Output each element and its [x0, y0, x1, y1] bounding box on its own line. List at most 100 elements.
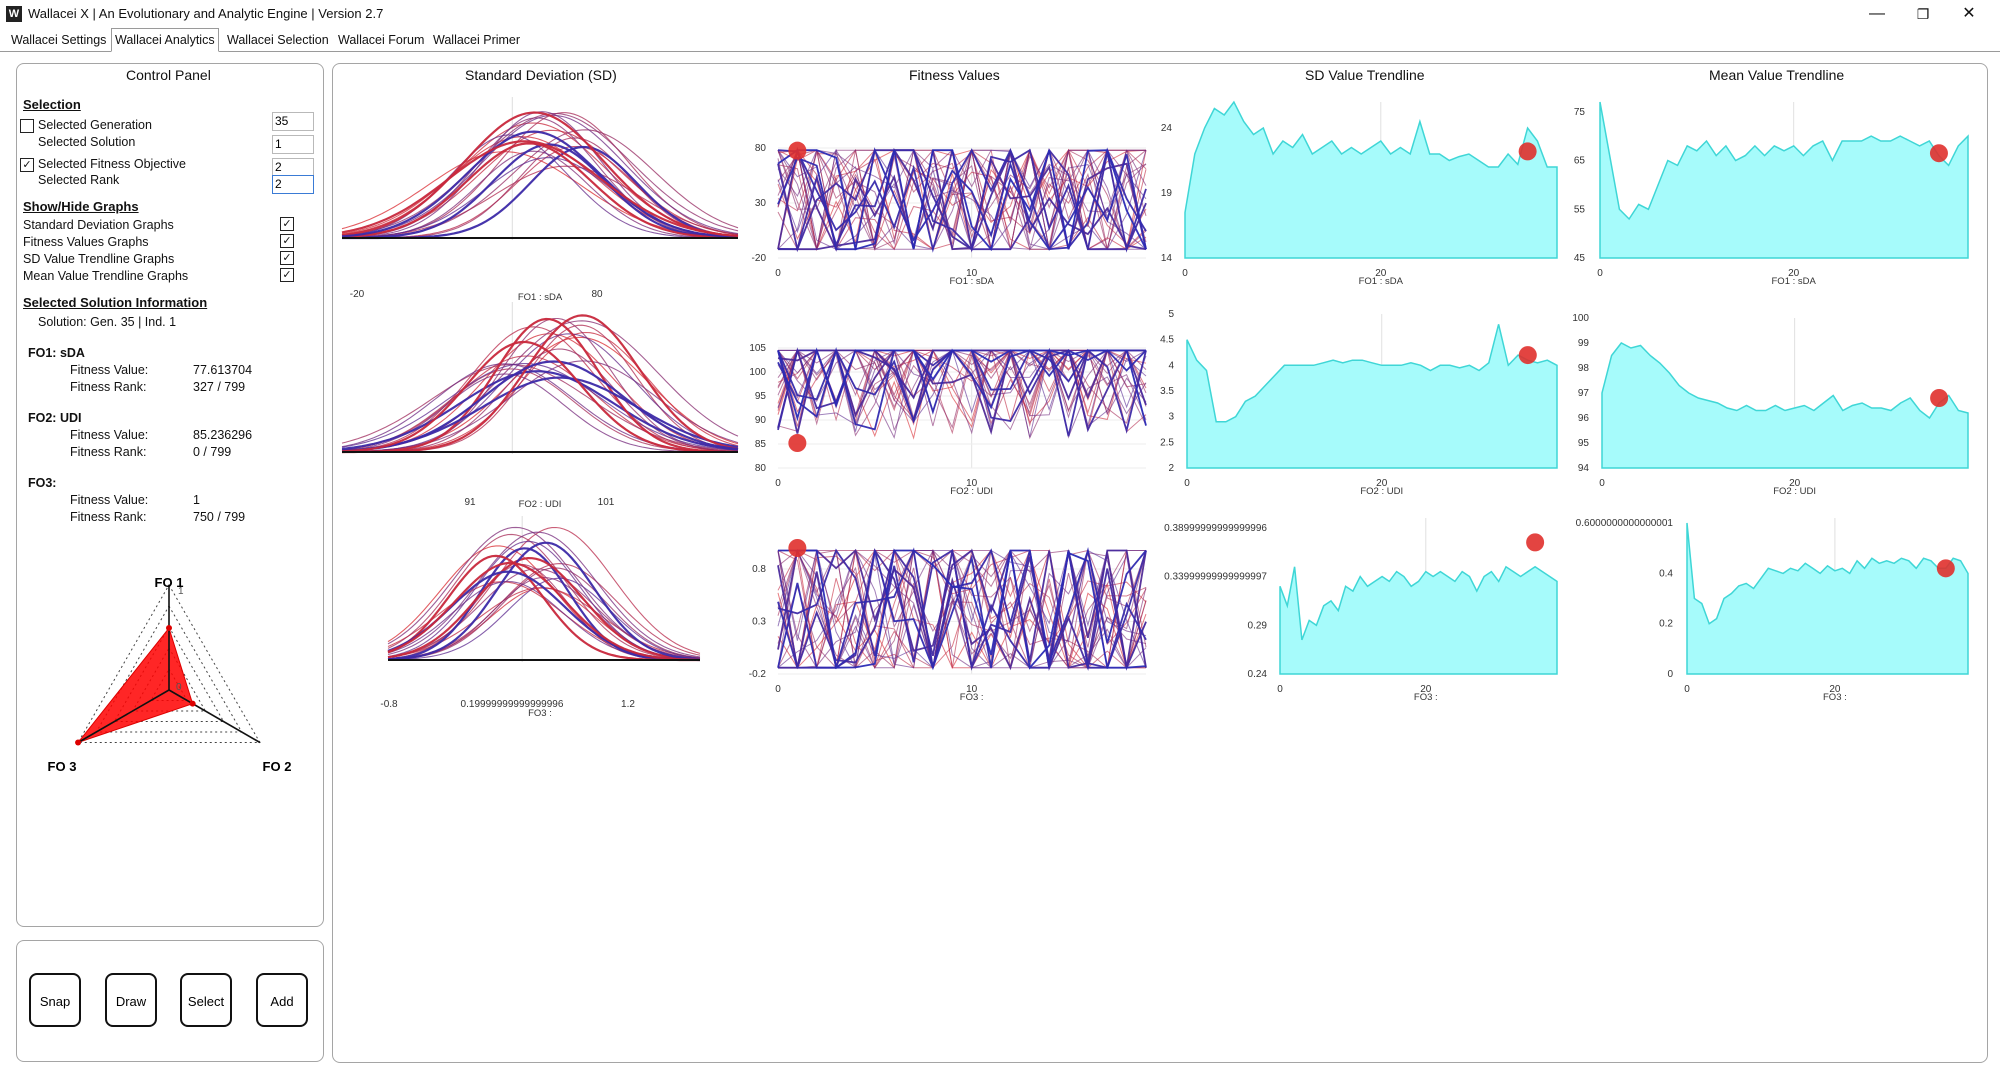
- fitness-line: [777, 148, 1147, 251]
- radar-label-fo1: FO 1: [155, 575, 184, 590]
- sd-curve: [387, 561, 700, 661]
- toggle-sd-graphs-checkbox[interactable]: ✓: [280, 217, 294, 231]
- control-panel: [16, 63, 324, 927]
- selected-solution-marker: [788, 539, 807, 557]
- trend-axis-label: FO1 : sDA: [1772, 276, 1817, 287]
- trend-y-tick: 2.5: [1160, 437, 1174, 448]
- fitness-line: [777, 550, 1146, 670]
- trend-x-tick: 20: [1375, 268, 1387, 279]
- sd-curve: [387, 526, 701, 658]
- sd-curves-row-3: [387, 516, 701, 662]
- trend-y-tick: 4: [1168, 360, 1174, 371]
- trend-area: [1186, 324, 1558, 469]
- fitness-x-tick: 10: [966, 268, 978, 279]
- control-panel-title: Control Panel: [126, 67, 211, 83]
- fitness-y-tick: 0.3: [752, 617, 766, 628]
- tab-wallacei-forum[interactable]: Wallacei Forum: [338, 33, 425, 47]
- radar-chart: FO 1 FO 2 FO 3 1 0: [48, 575, 292, 774]
- sd-curve: [342, 314, 739, 454]
- trend-axis-label: FO1 : sDA: [1359, 276, 1404, 287]
- toggle-mean-trendline-checkbox[interactable]: ✓: [280, 268, 294, 282]
- tab-wallacei-analytics[interactable]: Wallacei Analytics: [111, 28, 219, 52]
- tab-wallacei-selection[interactable]: Wallacei Selection: [227, 33, 329, 47]
- fo3-name: FO3:: [28, 476, 57, 490]
- radar-axis: [77, 689, 170, 744]
- fitness-line: [777, 548, 1147, 669]
- fitness-line: [777, 550, 1147, 670]
- fitness-y-tick: -0.2: [749, 669, 767, 680]
- fo3-fitness-rank-label: Fitness Rank:: [70, 510, 147, 524]
- fo1-name: FO1: sDA: [28, 346, 85, 360]
- trend-y-tick: 98: [1578, 363, 1590, 374]
- toggle-mean-trendline-label: Mean Value Trendline Graphs: [23, 269, 189, 283]
- minimize-button[interactable]: —: [1869, 5, 1885, 22]
- fitness-y-tick: 30: [755, 198, 767, 209]
- add-button[interactable]: Add: [256, 973, 308, 1027]
- fitness-line: [777, 549, 1147, 669]
- tab-wallacei-settings[interactable]: Wallacei Settings: [11, 33, 107, 47]
- sd-curve: [341, 111, 739, 238]
- fitness-line: [777, 149, 1147, 252]
- fo3-fitness-value-label: Fitness Value:: [70, 493, 149, 507]
- trend-x-tick: 0: [1182, 268, 1188, 279]
- selected-generation-input[interactable]: [272, 112, 314, 131]
- tab-wallacei-primer[interactable]: Wallacei Primer: [433, 33, 521, 47]
- trend-x-tick: 0: [1599, 478, 1605, 489]
- trend-y-tick: 0.4: [1659, 568, 1673, 579]
- fo2-name: FO2: UDI: [28, 411, 82, 425]
- fitness-y-tick: 0.8: [752, 564, 766, 575]
- fitness-y-tick: 100: [749, 367, 766, 378]
- sd-axis-label: FO3 :: [528, 708, 552, 719]
- sd-tick-label: -20: [350, 289, 365, 300]
- trend-x-tick: 20: [1788, 268, 1800, 279]
- trendline-chart: 0.38999999999999996 0.33999999999999997 0.…: [1164, 518, 1558, 703]
- selected-solution-label: Selected Solution: [38, 135, 136, 149]
- app-logo-icon: W: [6, 6, 22, 22]
- selected-fitness-objective-checkbox[interactable]: ✓: [20, 158, 34, 172]
- fitness-line: [778, 147, 1147, 253]
- selected-rank-input[interactable]: [272, 175, 314, 194]
- fitness-line: [777, 149, 1146, 250]
- sd-axis-label: FO2 : UDI: [519, 499, 562, 510]
- trend-x-tick: 20: [1420, 684, 1432, 695]
- snap-button[interactable]: Snap: [29, 973, 81, 1027]
- restore-button[interactable]: ❐: [1916, 6, 1930, 22]
- selected-solution-input[interactable]: [272, 135, 314, 154]
- trend-y-tick: 65: [1574, 156, 1586, 167]
- trend-axis-label: FO3 :: [1414, 692, 1438, 703]
- sd-curve: [387, 547, 701, 662]
- selected-solution-marker: [788, 434, 807, 453]
- fitness-line: [777, 347, 1147, 431]
- selected-solution-marker: [1518, 142, 1537, 161]
- sd-tick-label: 101: [598, 497, 615, 508]
- fo1-fitness-value: 77.613704: [193, 363, 253, 377]
- sd-curve: [341, 112, 739, 236]
- fo2-fitness-rank-label: Fitness Rank:: [70, 445, 147, 459]
- fo2-fitness-value: 85.236296: [193, 428, 253, 442]
- radar-vertex: [189, 700, 196, 707]
- radar-tick-max: 1: [178, 586, 184, 597]
- trend-y-tick: 0.6000000000000001: [1576, 518, 1674, 529]
- fitness-axis-label: FO2 : UDI: [950, 486, 993, 497]
- selected-fitness-objective-input[interactable]: [272, 158, 314, 177]
- trend-axis-label: FO2 : UDI: [1360, 486, 1403, 497]
- trend-y-tick: 94: [1578, 463, 1590, 474]
- sd-curve: [341, 317, 739, 454]
- toggle-fitness-graphs-checkbox[interactable]: ✓: [280, 234, 294, 248]
- radar-axes: [75, 585, 261, 746]
- column-title-fitness: Fitness Values: [909, 67, 1000, 83]
- draw-button[interactable]: Draw: [105, 973, 157, 1027]
- close-button[interactable]: ✕: [1962, 5, 1976, 22]
- fitness-x-tick: 0: [775, 684, 781, 695]
- toggle-sd-trendline-checkbox[interactable]: ✓: [280, 251, 294, 265]
- selected-generation-checkbox[interactable]: [20, 119, 34, 133]
- sd-curve: [341, 142, 739, 239]
- sd-curve: [342, 333, 739, 453]
- show-hide-graphs-heading: Show/Hide Graphs: [23, 199, 139, 214]
- select-button[interactable]: Select: [180, 973, 232, 1027]
- radar-label-fo3: FO 3: [48, 759, 77, 774]
- trend-y-tick: 97: [1578, 388, 1590, 399]
- trend-y-tick: 2: [1168, 463, 1174, 474]
